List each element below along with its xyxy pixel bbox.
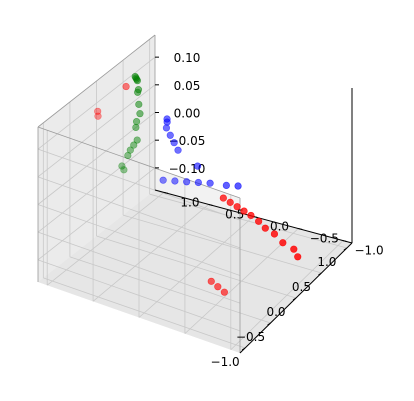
data-point-series-0 [94, 112, 102, 120]
y-tick-label: 0.5 [225, 207, 244, 221]
data-point-series-2 [193, 162, 202, 170]
data-point-series-1 [120, 166, 128, 174]
x-tick-label: 0.0 [266, 305, 285, 319]
z-tick-label: 0.10 [174, 51, 201, 65]
y-grid-line [230, 240, 344, 351]
data-point-series-2 [206, 179, 214, 187]
data-point-series-2 [159, 176, 167, 184]
data-point-series-0 [214, 283, 222, 291]
z-tick-label: 0.05 [174, 79, 201, 93]
x-tick-mark [241, 347, 246, 351]
pane-edge [37, 34, 156, 128]
data-point-series-0 [233, 203, 241, 211]
data-point-series-1 [124, 151, 132, 160]
data-point-series-2 [163, 115, 171, 123]
x-tick-mark [343, 247, 348, 251]
x-tick-mark [318, 272, 322, 276]
data-point-series-1 [135, 100, 143, 108]
y-tick-mark [298, 228, 303, 231]
data-point-series-2 [183, 178, 191, 186]
data-point-series-1 [130, 141, 138, 149]
data-point-series-1 [131, 72, 139, 81]
data-point-series-0 [261, 224, 269, 232]
data-point-series-0 [219, 194, 227, 202]
data-point-series-0 [270, 230, 279, 238]
y-tick-label: 0.0 [270, 220, 289, 234]
data-point-series-0 [122, 82, 130, 91]
data-point-series-0 [294, 253, 302, 261]
x-tick-label: −1.0 [211, 355, 240, 369]
grid-lines [37, 39, 348, 351]
data-point-series-0 [255, 217, 263, 225]
data-point-series-1 [132, 118, 141, 126]
pane-edge [37, 126, 241, 199]
data-point-series-1 [136, 110, 144, 118]
y-grid-line [92, 204, 209, 302]
y-tick-mark [208, 203, 213, 206]
z-grid-line [37, 84, 156, 178]
data-point-series-0 [94, 107, 102, 115]
data-point-series-2 [234, 182, 242, 190]
data-point-series-0 [226, 198, 234, 206]
z-grid-line [37, 231, 241, 304]
data-point-series-2 [171, 177, 179, 185]
z-grid-line [37, 204, 241, 276]
z-grid-line [37, 259, 241, 332]
axis-ticks: −1.0−0.50.00.51.0−1.0−0.50.00.51.0−0.10−… [155, 51, 384, 369]
data-point-series-1 [134, 86, 143, 94]
x-tick-mark [267, 322, 271, 326]
data-point-series-0 [247, 211, 255, 220]
x-tick-mark [292, 297, 297, 301]
data-point-series-2 [222, 181, 230, 190]
x-tick-label: 1.0 [317, 255, 336, 269]
z-grid-line [37, 148, 241, 221]
data-point-series-2 [174, 146, 182, 154]
z-grid-line [37, 112, 156, 205]
y-tick-label: 1.0 [180, 195, 199, 209]
data-point-series-0 [220, 288, 228, 296]
y-grid-line [138, 216, 254, 318]
y-tick-mark [342, 240, 348, 243]
x-tick-label: −0.5 [236, 330, 265, 344]
data-point-series-0 [290, 245, 298, 253]
y-tick-label: −1.0 [354, 244, 383, 258]
data-point-series-0 [240, 207, 248, 215]
data-point-series-1 [126, 146, 134, 154]
data-point-series-2 [194, 178, 202, 187]
z-tick-label: −0.05 [169, 134, 206, 148]
x-tick-label: 0.5 [292, 280, 311, 294]
z-tick-label: 0.00 [174, 107, 201, 121]
data-point-series-0 [207, 277, 215, 285]
data-point-series-2 [170, 139, 178, 147]
y-tick-label: −0.5 [310, 232, 339, 246]
z-grid-line [37, 139, 156, 233]
data-point-series-2 [162, 124, 171, 132]
data-points [94, 72, 302, 296]
data-point-series-1 [132, 123, 140, 132]
y-tick-mark [163, 191, 169, 194]
z-grid-line [37, 176, 241, 249]
data-point-series-2 [166, 131, 174, 139]
data-point-series-0 [279, 239, 287, 247]
data-point-series-1 [133, 136, 141, 144]
data-point-series-1 [118, 162, 126, 170]
y-grid-line [184, 228, 299, 334]
